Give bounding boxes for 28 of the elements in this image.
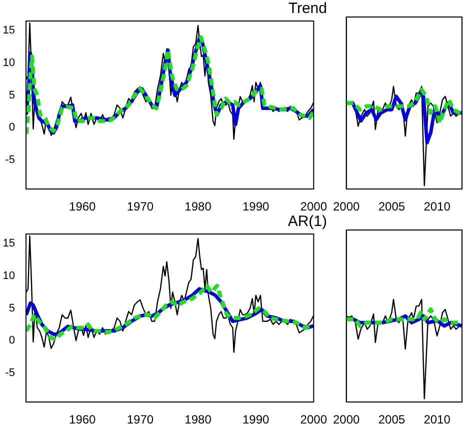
y-tick-label: 10 bbox=[2, 270, 15, 282]
x-tick-label: 2000 bbox=[332, 200, 360, 214]
y-tick-label: -5 bbox=[5, 154, 15, 166]
chart-title: Trend bbox=[288, 0, 327, 18]
x-tick-label: 1970 bbox=[126, 412, 154, 427]
y-tick-label: 15 bbox=[2, 238, 15, 250]
y-tick-label: -5 bbox=[5, 366, 15, 379]
chart-title: AR(1) bbox=[288, 213, 328, 230]
y-tick-label: 15 bbox=[2, 24, 15, 37]
y-tick-label: 5 bbox=[8, 89, 15, 102]
x-tick-label: 1980 bbox=[184, 412, 212, 427]
x-tick-label: 2010 bbox=[424, 412, 451, 427]
x-tick-label: 2005 bbox=[378, 412, 406, 427]
x-tick-label: 1960 bbox=[69, 200, 96, 214]
x-tick-label: 1990 bbox=[242, 200, 270, 214]
y-tick-label: 0 bbox=[8, 122, 15, 134]
x-tick-label: 2010 bbox=[424, 200, 451, 214]
x-tick-label: 1980 bbox=[184, 200, 212, 214]
y-tick-label: 0 bbox=[8, 334, 15, 347]
x-tick-label: 1970 bbox=[126, 200, 154, 214]
x-tick-label: 1960 bbox=[69, 412, 96, 427]
x-tick-label: 2000 bbox=[300, 412, 328, 427]
x-tick-label: 2000 bbox=[300, 200, 328, 214]
y-tick-label: 5 bbox=[8, 302, 15, 314]
x-tick-label: 2005 bbox=[378, 200, 406, 214]
y-tick-label: 10 bbox=[2, 57, 15, 70]
x-tick-label: 1990 bbox=[242, 412, 270, 427]
x-tick-label: 2000 bbox=[332, 412, 360, 427]
